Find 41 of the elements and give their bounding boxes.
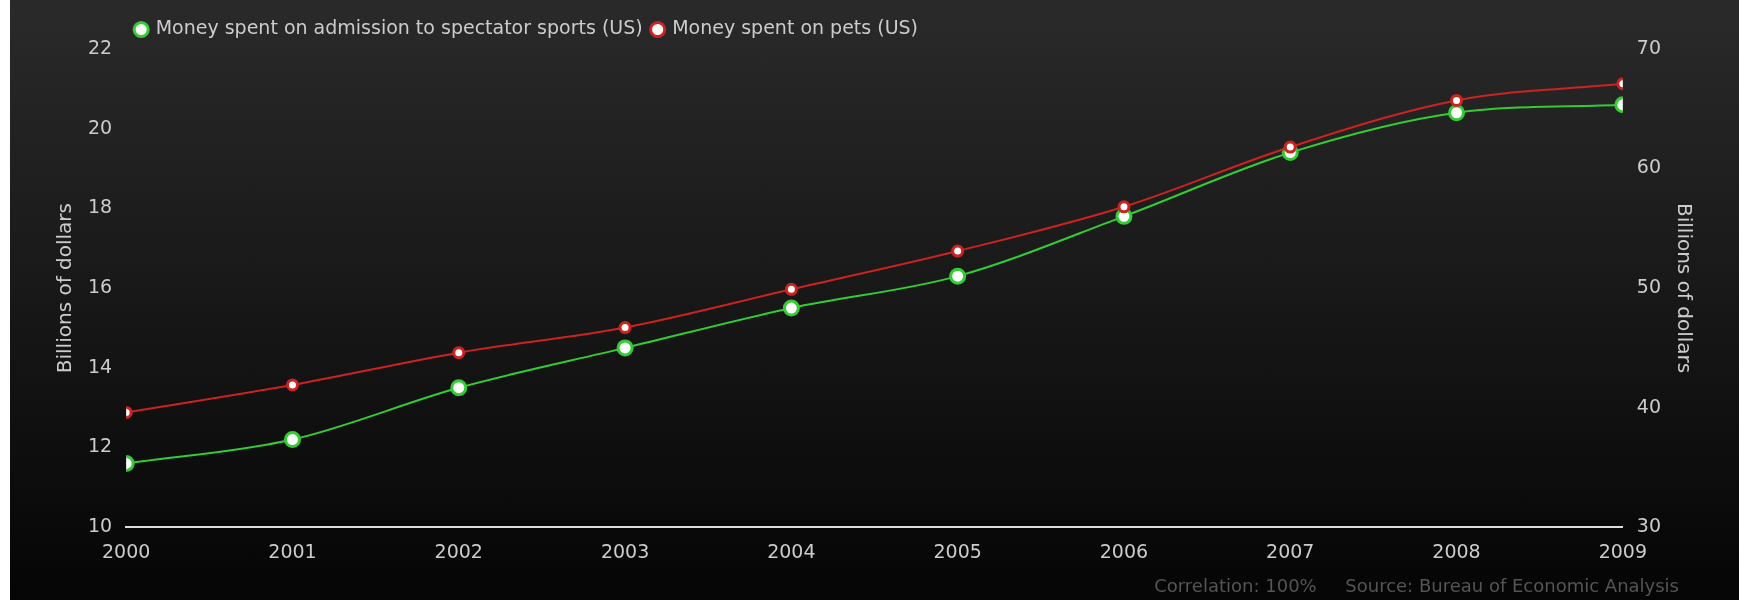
point — [452, 346, 466, 360]
x-tick-label: 2009 — [1598, 539, 1647, 562]
y-tick-label: 10 — [87, 514, 113, 537]
point — [618, 321, 632, 335]
y2-tick-label: 50 — [1636, 275, 1662, 298]
y-tick-label: 18 — [87, 195, 113, 218]
y2-tick-label: 70 — [1636, 35, 1662, 58]
point — [1450, 93, 1464, 107]
point — [951, 244, 965, 258]
x-tick-label: 2001 — [268, 539, 317, 562]
y-axis-title: Billions of dollars — [52, 202, 77, 374]
point — [782, 299, 800, 317]
x-tick-label: 2002 — [434, 539, 483, 562]
point — [784, 282, 798, 296]
point — [285, 378, 299, 392]
text: Correlation: 100% Source: Bureau of Economic Analysis — [1154, 574, 1679, 596]
legend-label: Money spent on pets (US) — [672, 16, 919, 39]
point — [949, 267, 967, 285]
y2-tick-label: 30 — [1636, 514, 1662, 537]
point — [616, 339, 634, 357]
point — [450, 379, 468, 397]
x-tick-label: 2004 — [767, 539, 816, 562]
x-tick-label: 2003 — [600, 539, 650, 562]
y2-tick-label: 40 — [1636, 394, 1662, 417]
point — [1117, 200, 1131, 214]
legend-label: Money spent on admission to spectator sports (US) — [155, 16, 643, 39]
y-tick-label: 16 — [87, 275, 113, 298]
y-tick-label: 14 — [87, 354, 113, 377]
x-tick-label: 2006 — [1099, 539, 1149, 562]
y-tick-label: 22 — [87, 35, 113, 58]
point — [1448, 104, 1466, 122]
y2-axis-title: Billions of dollars — [1672, 202, 1697, 374]
x-tick-label: 2008 — [1432, 539, 1481, 562]
x-tick-label: 2005 — [933, 539, 982, 562]
y2-tick-label: 60 — [1636, 155, 1662, 178]
point — [283, 431, 301, 449]
y-tick-label: 20 — [87, 115, 113, 138]
point — [1283, 140, 1297, 154]
x-tick-label: 2007 — [1266, 539, 1315, 562]
y-tick-label: 12 — [87, 434, 113, 457]
x-tick-label: 2000 — [102, 539, 151, 562]
